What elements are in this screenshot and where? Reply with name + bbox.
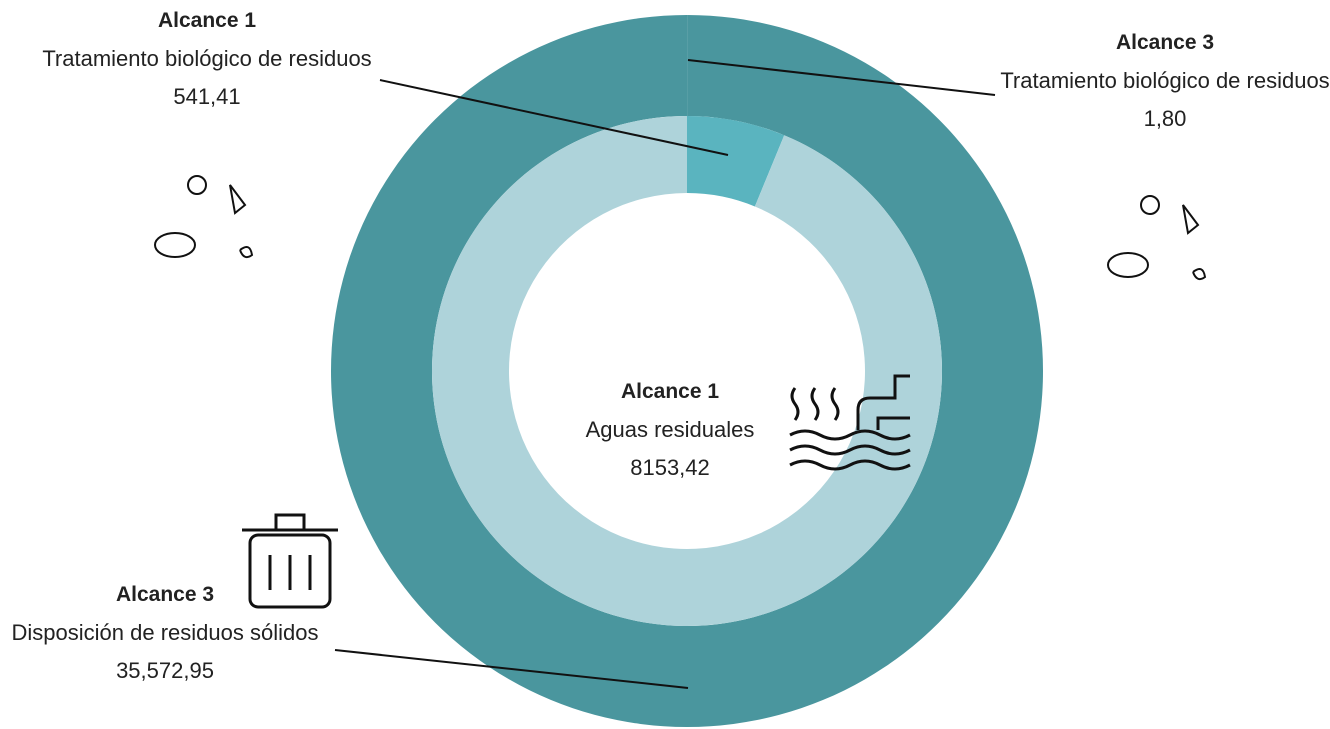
label-inner-0: Alcance 1 Tratamiento biológico de resid… [37,2,377,116]
category: Disposición de residuos sólidos [11,620,319,645]
label-inner-1: Alcance 1 Aguas residuales 8153,42 [500,373,840,487]
water-icon [789,374,911,471]
value-label: 8153,42 [630,455,710,480]
scope: Alcance 3 [115,583,215,606]
donut-segment [687,116,785,207]
category: Aguas residuales [585,417,755,442]
leader-line [334,649,689,689]
label-outer-1: Alcance 3 Disposición de residuos sólido… [0,576,335,690]
category: Tratamiento biológico de residuos [42,46,372,71]
trash-icon [242,513,338,609]
value-label: 1,80 [1143,106,1187,131]
food-waste-icon [154,175,1207,281]
scope: Alcance 1 [157,9,257,32]
leader-line [379,79,729,156]
scope: Alcance 3 [1115,31,1215,54]
leader-line [687,59,996,96]
rings [331,15,1044,727]
label-outer-0: Alcance 3 Tratamiento biológico de resid… [995,24,1330,138]
donut-segment [432,116,943,626]
category: Tratamiento biológico de residuos [1000,68,1330,93]
value-label: 541,41 [173,84,241,109]
value-label: 35,572,95 [116,658,214,683]
leader-lines [334,59,996,689]
scope: Alcance 1 [620,380,720,403]
